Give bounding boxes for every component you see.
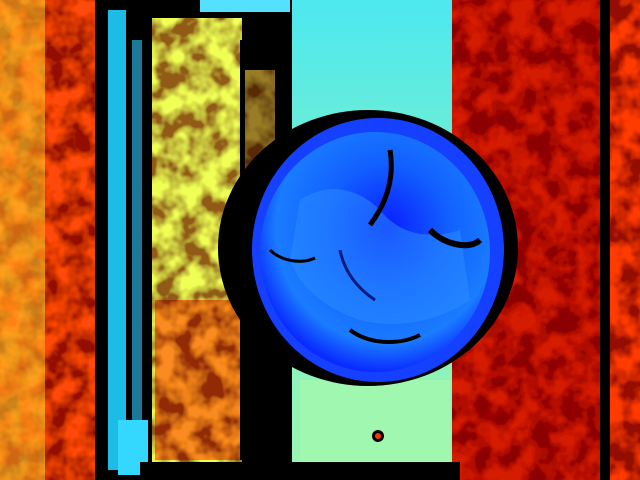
globe-object [252,118,504,382]
left-frame-strip [95,0,155,480]
bottom-band [140,462,460,480]
left-wall-region [0,0,110,480]
